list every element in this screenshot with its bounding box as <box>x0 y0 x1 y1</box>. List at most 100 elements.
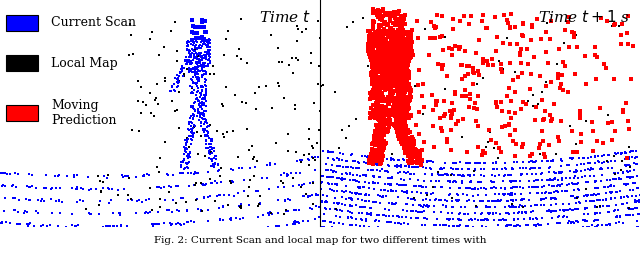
Point <box>160 79 170 83</box>
Point <box>394 73 404 77</box>
Point <box>532 17 542 21</box>
Point <box>468 187 479 191</box>
Point <box>580 219 590 223</box>
Point <box>375 233 385 237</box>
Point <box>189 52 199 56</box>
Point <box>401 190 411 194</box>
Point <box>612 171 623 175</box>
Point <box>572 150 582 154</box>
Point <box>318 149 328 153</box>
Point <box>378 141 388 145</box>
Point <box>392 72 402 76</box>
Point <box>200 117 210 122</box>
Point <box>590 225 600 229</box>
Point <box>413 229 423 233</box>
Point <box>54 199 64 203</box>
Point <box>365 35 375 39</box>
Point <box>139 173 149 177</box>
Point <box>406 216 416 220</box>
Point <box>203 39 213 43</box>
Point <box>37 197 47 201</box>
Point <box>580 206 591 211</box>
Point <box>364 39 374 44</box>
Point <box>397 240 408 244</box>
Point <box>182 155 193 160</box>
Point <box>408 235 419 239</box>
Point <box>406 55 416 59</box>
Point <box>194 79 204 84</box>
Point <box>513 75 523 79</box>
Point <box>384 30 394 34</box>
Point <box>365 97 375 101</box>
Point <box>374 11 385 15</box>
Point <box>492 35 502 39</box>
Point <box>624 207 634 211</box>
Point <box>403 82 413 86</box>
Point <box>541 228 551 232</box>
Point <box>392 163 403 167</box>
Point <box>131 211 141 215</box>
Point <box>386 94 396 98</box>
Point <box>517 204 527 208</box>
Point <box>404 39 415 43</box>
Point <box>387 30 397 34</box>
Point <box>472 69 483 73</box>
Point <box>368 94 378 98</box>
Point <box>172 108 182 112</box>
Point <box>324 220 335 224</box>
Point <box>371 82 381 86</box>
Point <box>289 220 300 224</box>
Point <box>377 151 387 156</box>
Point <box>408 158 419 162</box>
Point <box>497 167 507 171</box>
Point <box>13 171 23 176</box>
Point <box>383 111 393 115</box>
Point <box>351 179 362 183</box>
Point <box>177 66 187 70</box>
Point <box>451 122 461 126</box>
Point <box>510 128 520 133</box>
Point <box>482 26 492 31</box>
Point <box>393 80 403 85</box>
Point <box>378 232 388 236</box>
Point <box>349 159 360 164</box>
Point <box>321 200 331 204</box>
Point <box>487 199 497 203</box>
Point <box>404 76 414 80</box>
Point <box>381 29 392 33</box>
Point <box>197 102 207 107</box>
Point <box>483 237 493 241</box>
Point <box>556 164 566 168</box>
Point <box>394 64 404 69</box>
Point <box>322 200 332 204</box>
Point <box>321 175 332 179</box>
Point <box>385 120 396 124</box>
Point <box>310 204 321 209</box>
Point <box>594 192 604 196</box>
Point <box>83 175 93 180</box>
Point <box>182 233 193 237</box>
Point <box>203 170 213 174</box>
Point <box>541 190 551 195</box>
Point <box>384 113 394 117</box>
Point <box>0 209 9 213</box>
Point <box>630 200 640 204</box>
Point <box>374 10 385 14</box>
Point <box>572 196 582 201</box>
Point <box>538 196 548 201</box>
Point <box>402 79 412 83</box>
Point <box>184 184 194 188</box>
Point <box>297 183 307 188</box>
Point <box>463 224 473 228</box>
Point <box>351 203 361 207</box>
Point <box>304 158 314 162</box>
Point <box>191 97 201 101</box>
Point <box>382 46 392 50</box>
Point <box>193 207 204 211</box>
Point <box>438 48 448 52</box>
Point <box>368 154 378 158</box>
Point <box>370 219 380 223</box>
Point <box>72 173 83 178</box>
Point <box>374 98 385 103</box>
Point <box>568 35 579 39</box>
